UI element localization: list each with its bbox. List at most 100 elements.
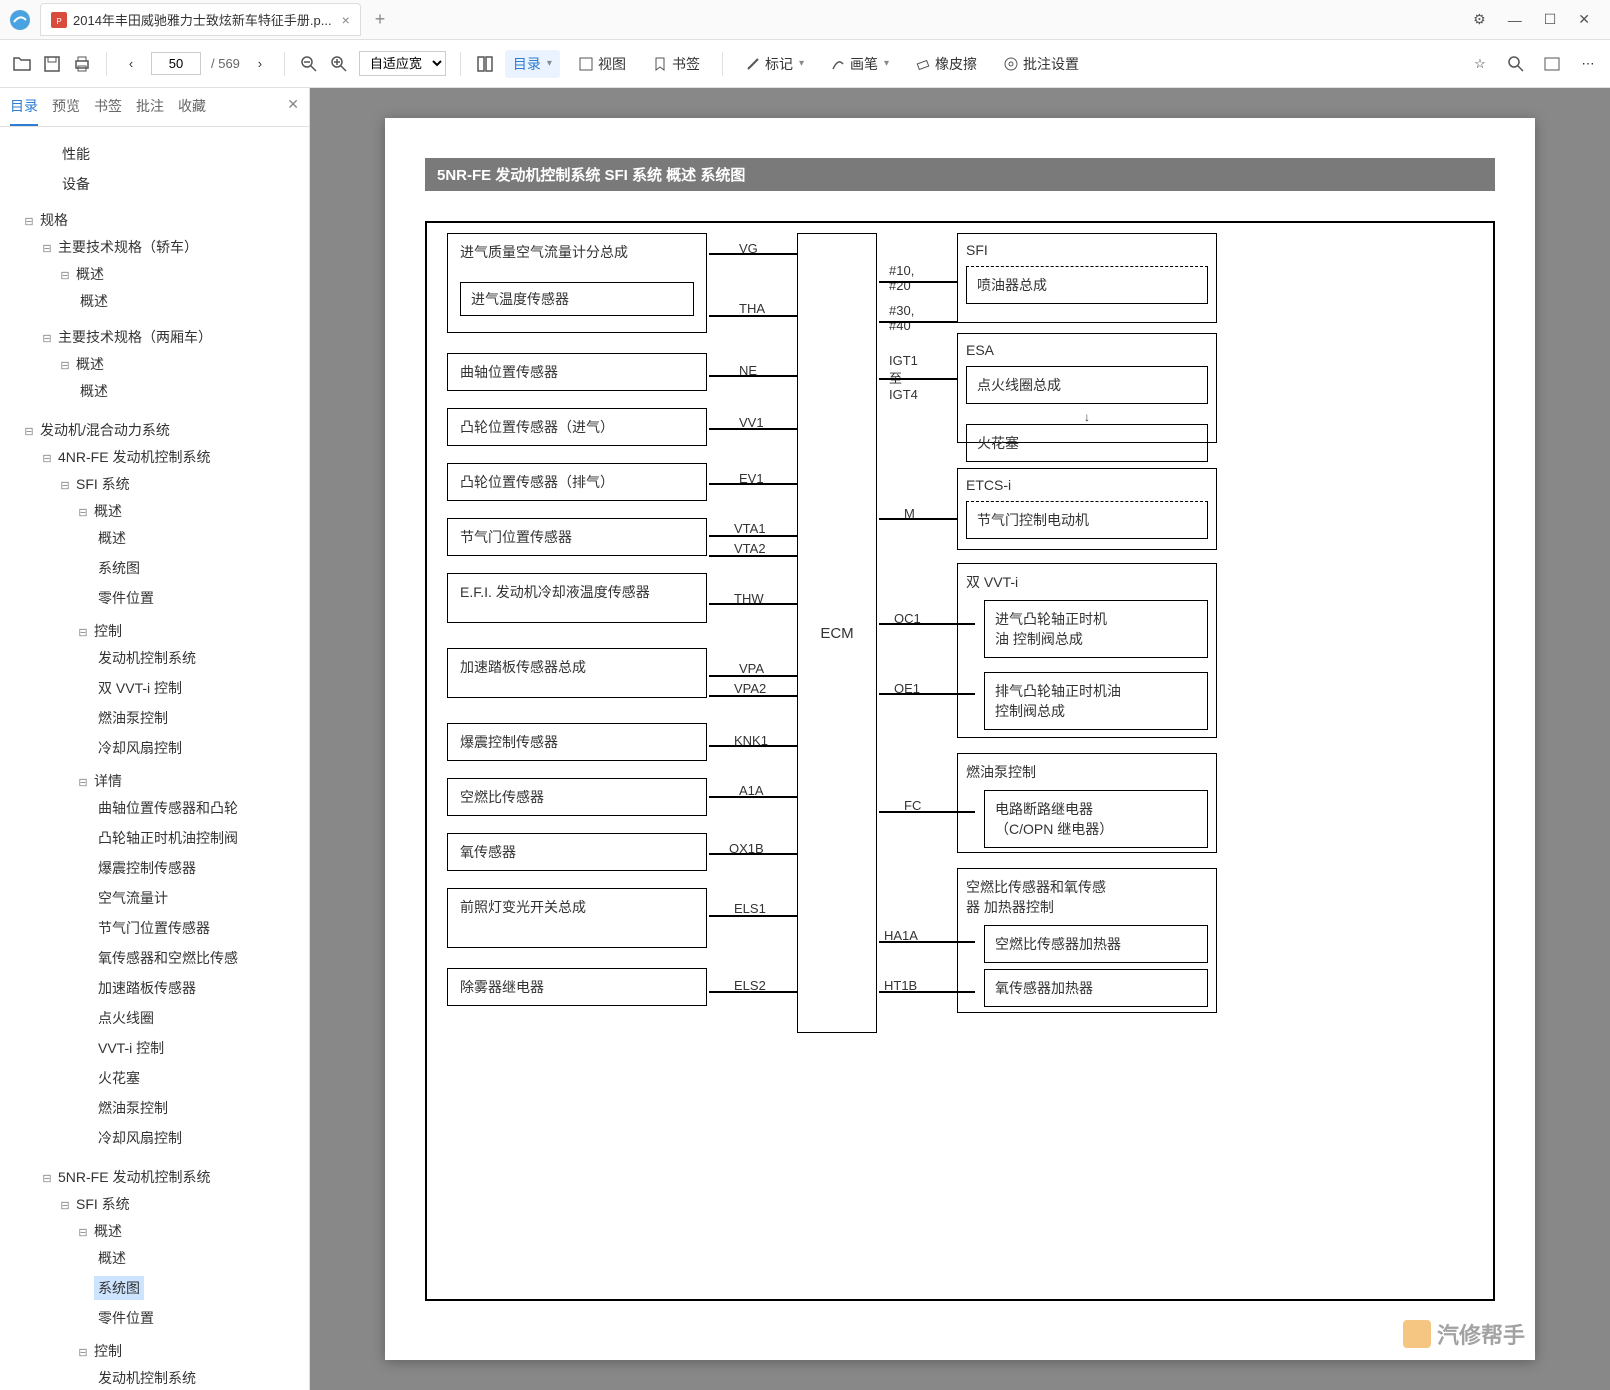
outline-tree[interactable]: 性能 设备 ⊟规格 ⊟主要技术规格（轿车） ⊟概述 概述 ⊟主要技术规格（两厢车… [0,127,309,1390]
output-esa: ESA 点火线圈总成 ↓ 火花塞 [957,333,1217,443]
output-fuel: 燃油泵控制 电路断路继电器 （C/OPN 继电器） [957,753,1217,853]
tree-node[interactable]: 空气流量计 [94,886,172,910]
tree-node[interactable]: 发动机控制系统 [94,1366,200,1390]
tree-node[interactable]: 主要技术规格（两厢车） [54,325,216,349]
output-intake-ocv: 进气凸轮轴正时机 油 控制阀总成 [984,600,1208,658]
tree-node[interactable]: 发动机控制系统 [94,646,200,670]
tree-node[interactable]: 节气门位置传感器 [94,916,214,940]
tree-node[interactable]: 概述 [72,262,108,286]
settings-icon[interactable]: ⚙ [1473,11,1486,28]
print-icon[interactable] [72,54,92,74]
tree-node[interactable]: 火花塞 [94,1066,144,1090]
tree-node[interactable]: 发动机/混合动力系统 [36,418,174,442]
tree-node[interactable]: 概述 [94,526,130,550]
tree-node[interactable]: 详情 [90,769,126,793]
maximize-button[interactable]: ☐ [1544,11,1557,28]
eraser-button[interactable]: 橡皮擦 [907,50,985,78]
tree-node[interactable]: 冷却风扇控制 [94,1126,186,1150]
body-area: 目录 预览 书签 批注 收藏 ✕ 性能 设备 ⊟规格 [0,88,1610,1390]
tree-node[interactable]: 零件位置 [94,1306,158,1330]
sidebar-tab-catalog[interactable]: 目录 [10,96,38,126]
tree-node[interactable]: 概述 [94,1246,130,1270]
tree-node[interactable]: 5NR-FE 发动机控制系统 [54,1165,214,1189]
signal-vpa: VPA [737,661,766,676]
folder-icon[interactable] [12,54,32,74]
layout-icon[interactable] [475,54,495,74]
sidebar-close-icon[interactable]: ✕ [287,96,299,126]
sensor-accel: 加速踏板传感器总成 [447,648,707,698]
tree-node[interactable]: 概述 [90,1219,126,1243]
batch-annot-button[interactable]: 批注设置 [995,50,1087,78]
tree-node[interactable]: 设备 [58,172,94,196]
output-o2-heater: 氧传感器加热器 [984,969,1208,1007]
zoom-select[interactable]: 自适应宽 [359,51,446,76]
sidebar-tab-annot[interactable]: 批注 [136,96,164,126]
signal-inj30: #30, #40 [887,303,916,333]
catalog-button[interactable]: 目录▾ [505,50,560,78]
tree-node[interactable]: SFI 系统 [72,1192,134,1216]
page-number-input[interactable] [151,52,201,75]
sensor-cam-in: 凸轮位置传感器（进气） [447,408,707,446]
output-coil: 点火线圈总成 [966,366,1208,404]
tree-node[interactable]: 概述 [76,379,112,403]
tree-node[interactable]: 控制 [90,1339,126,1363]
next-page-button[interactable]: › [250,54,270,74]
tree-node-selected[interactable]: 系统图 [94,1276,144,1300]
tree-node[interactable]: SFI 系统 [72,472,134,496]
sidebar-tab-fav[interactable]: 收藏 [178,96,206,126]
tree-node[interactable]: 曲轴位置传感器和凸轮 [94,796,242,820]
tree-node[interactable]: 点火线圈 [94,1006,158,1030]
close-window-button[interactable]: ✕ [1578,11,1590,28]
bookmark-button[interactable]: 书签 [644,50,708,78]
tree-node[interactable]: 概述 [76,289,112,313]
pdf-page: 5NR-FE 发动机控制系统 SFI 系统 概述 系统图 进气质量空气流量计分总… [385,118,1535,1360]
document-viewport[interactable]: 5NR-FE 发动机控制系统 SFI 系统 概述 系统图 进气质量空气流量计分总… [310,88,1610,1390]
titlebar: P 2014年丰田威驰雅力士致炫新车特征手册.p... × + ⚙ — ☐ ✕ [0,0,1610,40]
brush-button[interactable]: 画笔▾ [822,50,897,78]
signal-vpa2: VPA2 [732,681,768,696]
tree-node[interactable]: 凸轮轴正时机油控制阀 [94,826,242,850]
more-icon[interactable]: ⋯ [1578,54,1598,74]
app-window: P 2014年丰田威驰雅力士致炫新车特征手册.p... × + ⚙ — ☐ ✕ … [0,0,1610,1390]
document-tab[interactable]: P 2014年丰田威驰雅力士致炫新车特征手册.p... × [40,3,361,36]
sidebar-tab-bookmark[interactable]: 书签 [94,96,122,126]
output-relay: 电路断路继电器 （C/OPN 继电器） [984,790,1208,848]
star-icon[interactable]: ☆ [1470,54,1490,74]
tree-node[interactable]: 系统图 [94,556,144,580]
tree-node[interactable]: 主要技术规格（轿车） [54,235,202,259]
zoom-out-icon[interactable] [299,54,319,74]
sensor-headlight: 前照灯变光开关总成 [447,888,707,948]
sidebar-tabs: 目录 预览 书签 批注 收藏 ✕ [0,88,309,127]
tree-node[interactable]: 零件位置 [94,586,158,610]
tree-node[interactable]: 控制 [90,619,126,643]
prev-page-button[interactable]: ‹ [121,54,141,74]
tree-node[interactable]: 氧传感器和空燃比传感 [94,946,242,970]
sensor-af: 空燃比传感器 [447,778,707,816]
panel-icon[interactable] [1542,54,1562,74]
watermark: 汽修帮手 [1403,1318,1525,1350]
sidebar-tab-preview[interactable]: 预览 [52,96,80,126]
tree-node[interactable]: 燃油泵控制 [94,706,172,730]
save-icon[interactable] [42,54,62,74]
view-button[interactable]: 视图 [570,50,634,78]
minimize-button[interactable]: — [1508,12,1522,28]
tree-node[interactable]: 加速踏板传感器 [94,976,200,1000]
tree-node[interactable]: 概述 [72,352,108,376]
tab-close-icon[interactable]: × [342,12,350,28]
zoom-in-icon[interactable] [329,54,349,74]
tree-node[interactable]: VVT-i 控制 [94,1036,168,1060]
search-icon[interactable] [1506,54,1526,74]
tree-node[interactable]: 燃油泵控制 [94,1096,172,1120]
tree-node[interactable]: 4NR-FE 发动机控制系统 [54,445,214,469]
sensor-airflow: 进气质量空气流量计分总成 进气温度传感器 [447,233,707,333]
mark-button[interactable]: 标记▾ [737,50,812,78]
tree-node[interactable]: 规格 [36,208,72,232]
tree-node[interactable]: 冷却风扇控制 [94,736,186,760]
tree-node[interactable]: 概述 [90,499,126,523]
new-tab-button[interactable]: + [375,9,386,30]
tree-node[interactable]: 性能 [58,142,94,166]
output-heater: 空燃比传感器和氧传感 器 加热器控制 空燃比传感器加热器 氧传感器加热器 [957,868,1217,1013]
sensor-crank: 曲轴位置传感器 [447,353,707,391]
tree-node[interactable]: 爆震控制传感器 [94,856,200,880]
tree-node[interactable]: 双 VVT-i 控制 [94,676,186,700]
